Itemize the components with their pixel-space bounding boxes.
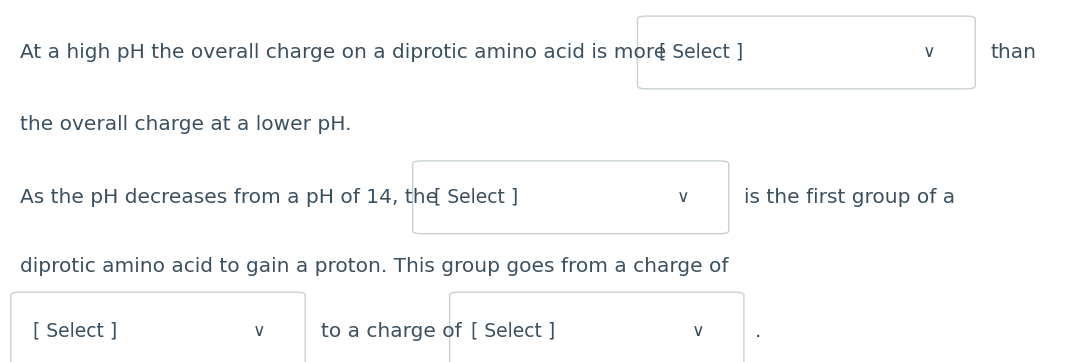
Text: diprotic amino acid to gain a proton. This group goes from a charge of: diprotic amino acid to gain a proton. Th… [20,257,728,275]
FancyBboxPatch shape [637,16,975,89]
FancyBboxPatch shape [450,292,744,362]
Text: the overall charge at a lower pH.: the overall charge at a lower pH. [20,115,351,134]
Text: to a charge of: to a charge of [321,322,463,341]
Text: [ Select ]: [ Select ] [434,188,519,207]
Text: [ Select ]: [ Select ] [659,43,744,62]
Text: ∨: ∨ [677,188,690,206]
FancyBboxPatch shape [413,161,729,234]
Text: ∨: ∨ [923,43,936,62]
FancyBboxPatch shape [11,292,305,362]
Text: than: than [990,43,1036,62]
Text: [ Select ]: [ Select ] [471,322,556,341]
Text: ∨: ∨ [692,322,705,340]
Text: As the pH decreases from a pH of 14, the: As the pH decreases from a pH of 14, the [20,188,438,207]
Text: ∨: ∨ [253,322,266,340]
Text: At a high pH the overall charge on a diprotic amino acid is more: At a high pH the overall charge on a dip… [20,43,666,62]
Text: .: . [755,322,761,341]
Text: is the first group of a: is the first group of a [744,188,955,207]
Text: [ Select ]: [ Select ] [33,322,117,341]
